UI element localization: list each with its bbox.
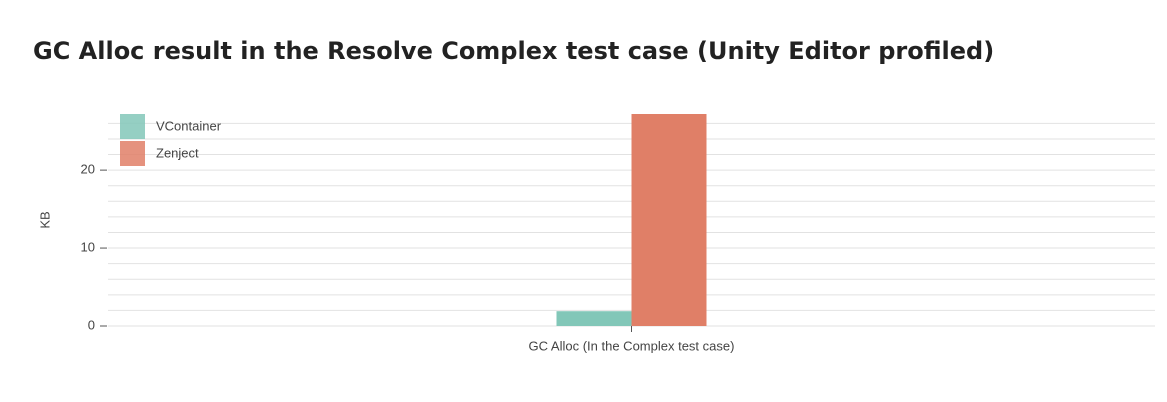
legend-label: Zenject [156, 145, 199, 160]
bar [556, 311, 632, 326]
x-tick-label: GC Alloc (In the Complex test case) [529, 338, 735, 353]
bar [631, 114, 707, 326]
y-tick-label: 20 [81, 162, 95, 177]
y-tick-label: 0 [88, 317, 95, 332]
chart-title: GC Alloc result in the Resolve Complex t… [33, 37, 994, 65]
legend-label: VContainer [156, 118, 222, 133]
y-axis-label: KB [37, 211, 52, 228]
legend-swatch [120, 114, 145, 139]
y-tick-label: 10 [81, 239, 95, 254]
legend-swatch [120, 141, 145, 166]
